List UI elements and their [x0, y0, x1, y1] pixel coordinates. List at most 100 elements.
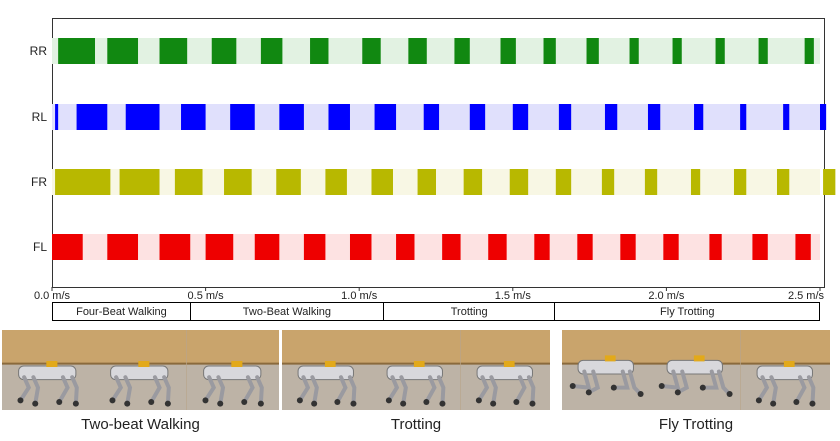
x-tick-label: 2.0 m/s [648, 290, 685, 300]
stance-rr-4 [260, 38, 283, 64]
stance-rl-9 [469, 104, 486, 130]
stance-fr-12 [644, 169, 658, 195]
caption-fly-trotting: Fly Trotting [658, 416, 734, 433]
stance-rl-17 [820, 104, 827, 130]
stance-rl-8 [423, 104, 440, 130]
stance-rl-15 [740, 104, 747, 130]
stance-fl-5 [303, 234, 326, 260]
stance-rr-11 [586, 38, 599, 64]
leg-row-fl: FL [33, 234, 820, 260]
leg-label-rl: RL [32, 110, 48, 124]
stance-rl-2 [125, 104, 160, 130]
stance-fr-4 [276, 169, 301, 195]
caption-two-beat-walking: Two-beat Walking [81, 416, 200, 433]
stance-fl-4 [254, 234, 280, 260]
robot-frame [460, 330, 550, 410]
stance-fr-13 [690, 169, 701, 195]
stance-rl-3 [181, 104, 206, 130]
robot-frame [94, 330, 187, 410]
stance-rl-11 [558, 104, 572, 130]
stance-fl-6 [349, 234, 372, 260]
stance-rl-10 [512, 104, 529, 130]
stance-rl-4 [230, 104, 255, 130]
stance-rr-16 [804, 38, 814, 64]
stance-rr-7 [408, 38, 427, 64]
robot-frame [186, 330, 279, 410]
stance-rl-16 [783, 104, 790, 130]
stance-fl-13 [663, 234, 679, 260]
photo-two-beat-walking [2, 330, 279, 410]
x-tick-label: 1.0 m/s [341, 290, 378, 300]
stance-fr-7 [417, 169, 436, 195]
phase-3: Fly Trotting [660, 305, 715, 318]
robot-frame [562, 330, 652, 410]
stance-rl-1 [76, 104, 108, 130]
stance-fr-8 [463, 169, 483, 195]
stance-rl-5 [279, 104, 304, 130]
stance-fr-16 [823, 169, 836, 195]
stance-fr-14 [733, 169, 747, 195]
stance-rr-3 [211, 38, 237, 64]
robot-frame [651, 330, 741, 410]
stance-rl-12 [604, 104, 618, 130]
stance-fl-0 [52, 234, 83, 260]
stance-rr-14 [715, 38, 725, 64]
stance-fr-3 [224, 169, 252, 195]
stance-fr-1 [119, 169, 160, 195]
stance-fl-8 [442, 234, 461, 260]
stance-fr-9 [509, 169, 529, 195]
stance-rl-7 [374, 104, 397, 130]
leg-row-fr: FR [31, 169, 836, 195]
leg-row-rr: RR [30, 38, 820, 64]
x-tick-label: 1.5 m/s [495, 290, 532, 300]
stance-fl-9 [488, 234, 507, 260]
stance-fr-6 [371, 169, 393, 195]
stance-fr-10 [555, 169, 572, 195]
stance-rr-8 [454, 38, 470, 64]
stance-fl-12 [620, 234, 636, 260]
stance-fr-0 [55, 169, 111, 195]
robot-frame [2, 330, 95, 410]
phase-0: Four-Beat Walking [53, 303, 191, 320]
stance-fr-15 [776, 169, 790, 195]
stance-fl-3 [205, 234, 234, 260]
stance-rr-10 [543, 38, 556, 64]
stance-fl-1 [107, 234, 139, 260]
gait-chart: RR RL FR FL 0.0 m/s 0.5 m/s 1.0 m/s 1.5 m/s 2.0… [30, 18, 836, 300]
robot-frame [371, 330, 461, 410]
stance-fl-15 [752, 234, 768, 260]
stance-rr-0 [58, 38, 96, 64]
x-tick-label: 0.0 m/s [34, 290, 71, 300]
plot-frame [52, 18, 825, 288]
caption-trotting: Trotting [390, 416, 442, 433]
stance-rr-5 [310, 38, 329, 64]
leg-label-rr: RR [30, 44, 48, 58]
robot-frame [282, 330, 372, 410]
stance-fr-2 [174, 169, 203, 195]
stance-fl-11 [577, 234, 593, 260]
robot-frame [740, 330, 830, 410]
stance-fl-10 [534, 234, 550, 260]
stance-fl-14 [709, 234, 722, 260]
leg-label-fr: FR [31, 175, 47, 189]
stance-rr-2 [159, 38, 188, 64]
phase-1: Two-Beat Walking [191, 303, 384, 320]
stance-fl-16 [795, 234, 811, 260]
stance-fl-2 [159, 234, 191, 260]
photo-trotting [282, 330, 550, 410]
gait-phase-bar: Four-Beat Walking Two-Beat Walking Trottin… [52, 302, 820, 321]
stance-rr-13 [672, 38, 682, 64]
x-tick-label: 2.5 m/s [788, 290, 825, 300]
stance-rl-13 [647, 104, 661, 130]
stance-rr-9 [500, 38, 516, 64]
stance-rr-1 [107, 38, 139, 64]
stance-rr-6 [362, 38, 381, 64]
stance-rl-0 [55, 104, 59, 130]
leg-row-rl: RL [32, 104, 827, 130]
leg-label-fl: FL [33, 240, 47, 254]
x-tick-label: 0.5 m/s [188, 290, 225, 300]
stance-fr-11 [601, 169, 615, 195]
stance-rr-12 [629, 38, 639, 64]
phase-2: Trotting [384, 303, 556, 320]
stance-rl-6 [328, 104, 350, 130]
